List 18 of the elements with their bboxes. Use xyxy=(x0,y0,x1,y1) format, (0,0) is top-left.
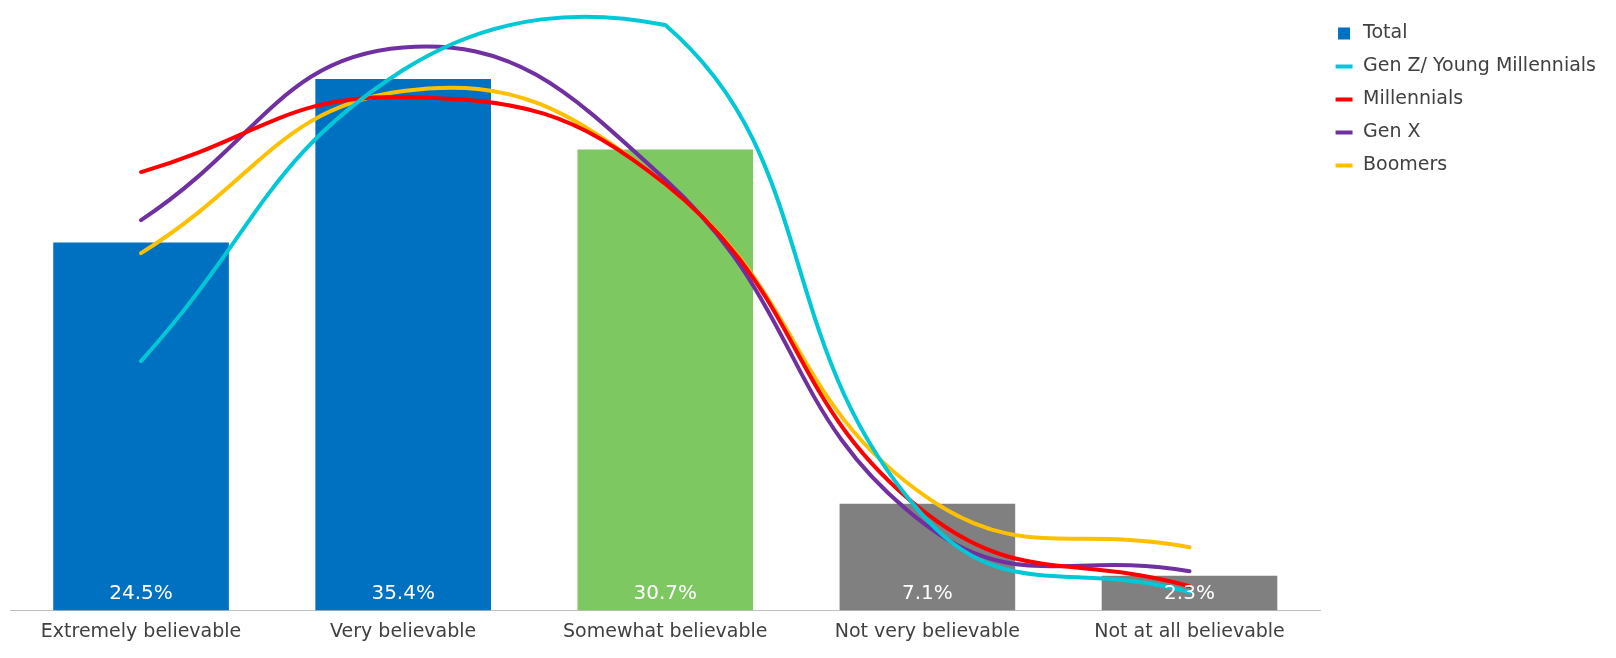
data-label: 7.1% xyxy=(901,580,953,605)
x-tick-label: Not very believable xyxy=(834,618,1021,641)
legend-label: Boomers xyxy=(1363,152,1448,175)
legend-label: Millennials xyxy=(1363,86,1464,109)
x-tick-label: Not at all believable xyxy=(1094,618,1285,641)
bar xyxy=(315,79,491,611)
bar xyxy=(577,149,754,611)
x-tick-label: Extremely believable xyxy=(40,618,242,641)
x-tick-label: Very believable xyxy=(330,618,477,641)
data-label: 2.3% xyxy=(1164,580,1215,605)
x-tick-label: Somewhat believable xyxy=(563,618,768,641)
legend-label: Gen X xyxy=(1363,119,1421,142)
legend-label: Total xyxy=(1362,20,1408,43)
data-label: 35.4% xyxy=(371,580,435,605)
data-label: 30.7% xyxy=(633,580,698,605)
bar xyxy=(53,242,229,611)
data-label: 24.5% xyxy=(109,580,173,605)
legend-label: Gen Z/ Young Millennials xyxy=(1363,53,1597,76)
